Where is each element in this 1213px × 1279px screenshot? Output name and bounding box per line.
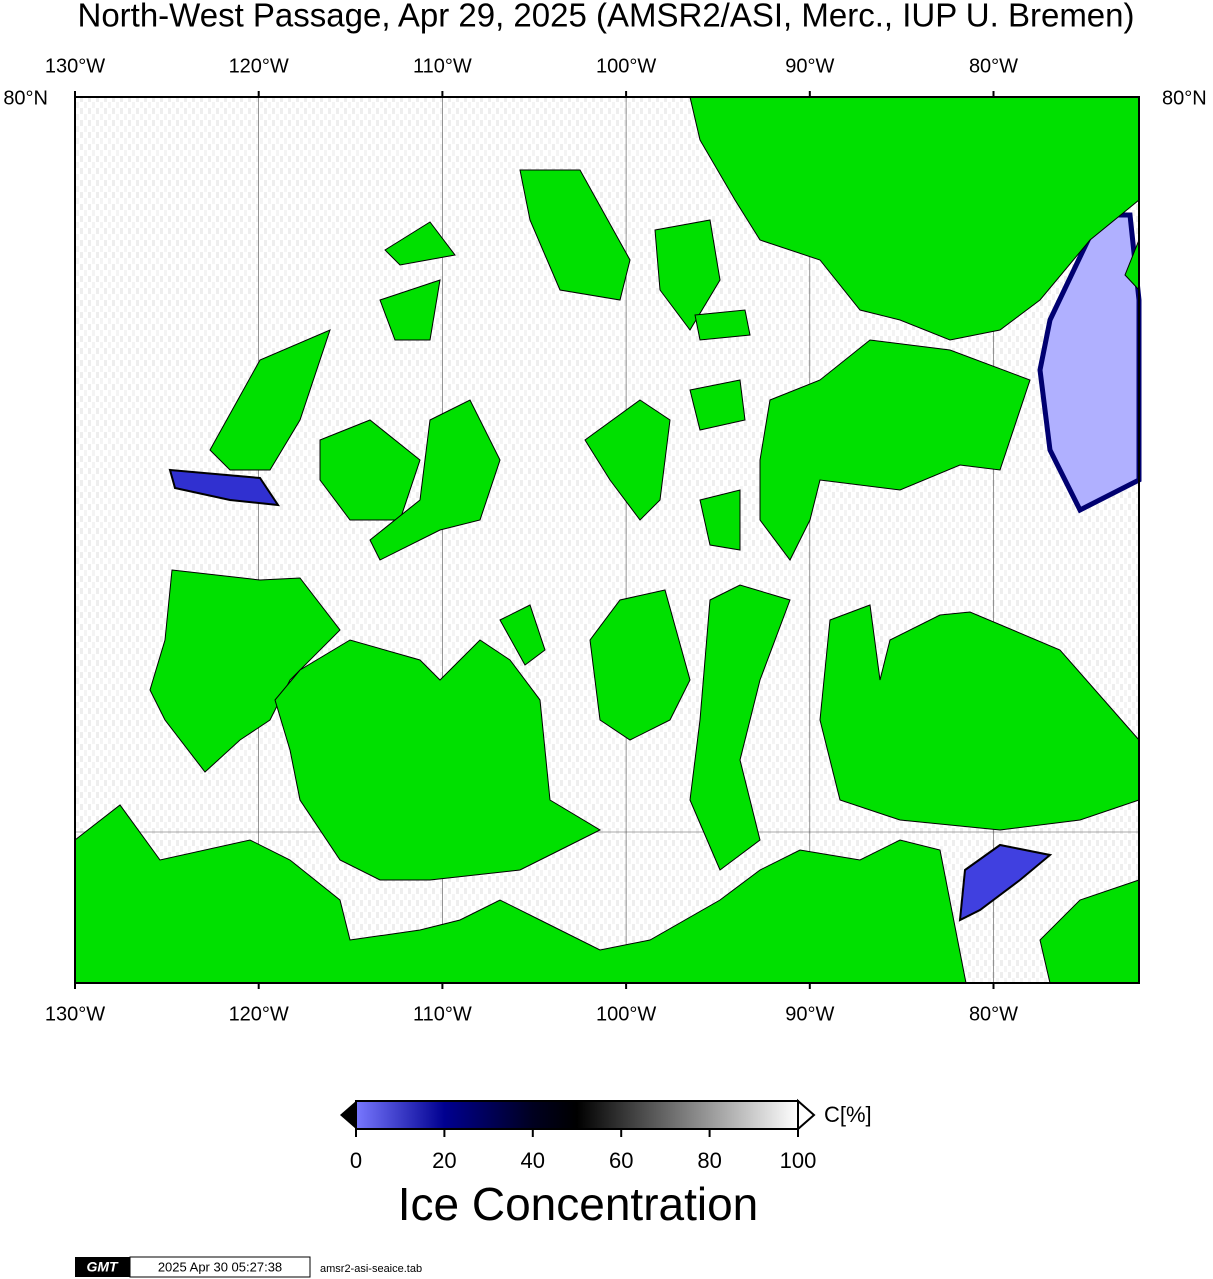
colorbar-tick-label: 100 (780, 1148, 817, 1173)
land (149, 569, 341, 773)
low-ice-area (958, 843, 1053, 922)
title: North-West Passage, Apr 29, 2025 (AMSR2/… (77, 0, 1134, 34)
colorbar-tick-label: 80 (697, 1148, 721, 1173)
timestamp-box (129, 1256, 311, 1278)
low-ice-area (168, 468, 281, 507)
map (74, 96, 1142, 984)
land (519, 169, 631, 301)
land (694, 309, 751, 341)
lon-label: 100°W (596, 55, 656, 77)
land (384, 221, 456, 266)
colorbar-high-end (797, 1098, 816, 1132)
land (369, 399, 501, 561)
logo-box (75, 1257, 130, 1277)
lon-label: 130°W (45, 55, 105, 77)
colorbar-tick-label: 40 (521, 1148, 545, 1173)
colorbar-unit: C[%] (824, 1102, 872, 1127)
colorbar-low-end (340, 1101, 356, 1129)
lon-label: 80°W (969, 1003, 1018, 1025)
colorbar-tick-label: 20 (432, 1148, 456, 1173)
land (759, 339, 1031, 561)
lon-label: 120°W (229, 55, 289, 77)
lon-label: 90°W (785, 1003, 834, 1025)
lon-label: 100°W (596, 1003, 656, 1025)
file-name: amsr2-asi-seaice.tab (320, 1263, 422, 1275)
land (689, 379, 746, 431)
lon-label: 90°W (785, 55, 834, 77)
land (74, 96, 1140, 984)
colorbar-scale (355, 1100, 799, 1130)
footer: GMT 2025 Apr 30 05:27:38 amsr2-asi-seaic… (75, 1256, 422, 1278)
colorbar: C[%] Ice Concentration 0 20 40 60 80 100 (340, 1098, 872, 1230)
logo: GMT (86, 1259, 119, 1275)
land (689, 584, 791, 871)
colorbar-tick-label: 60 (609, 1148, 633, 1173)
lon-label: 120°W (229, 1003, 289, 1025)
land (209, 329, 331, 471)
land (654, 219, 721, 331)
colorbar-tick-label: 0 (350, 1148, 362, 1173)
land (689, 96, 1140, 341)
lat-label: 80°N (1162, 87, 1207, 109)
lon-label: 110°W (413, 1003, 472, 1025)
land (699, 489, 741, 551)
lon-label: 110°W (413, 55, 472, 77)
colorbar-title: Ice Concentration (398, 1178, 759, 1230)
land (274, 639, 602, 881)
map-frame (74, 96, 1140, 984)
timestamp: 2025 Apr 30 05:27:38 (158, 1259, 282, 1274)
land (499, 604, 546, 666)
land (589, 589, 691, 741)
land (74, 804, 967, 984)
land (584, 399, 671, 521)
lon-label: 80°W (969, 55, 1018, 77)
lat-label: 80°N (3, 87, 48, 109)
lon-label: 130°W (45, 1003, 105, 1025)
land (379, 279, 441, 341)
